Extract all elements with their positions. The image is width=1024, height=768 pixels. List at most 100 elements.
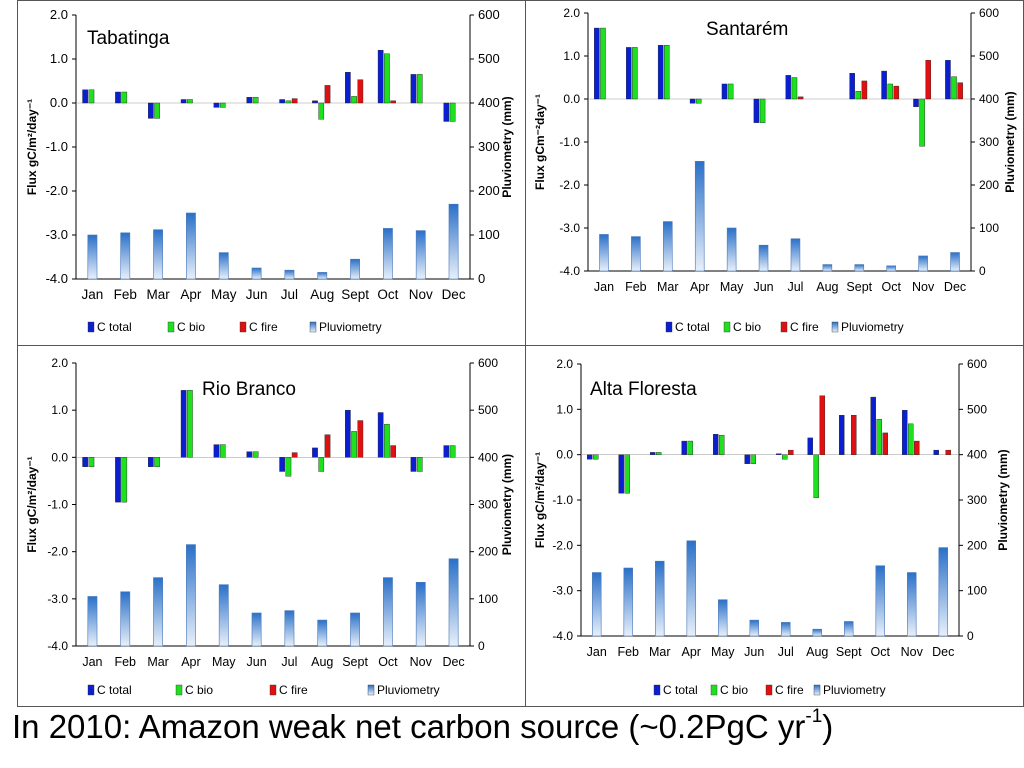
x-tick-label: Nov	[410, 655, 433, 669]
bar-pluviometry	[383, 228, 393, 280]
x-tick-label: Feb	[114, 287, 137, 302]
y2-tick-label: 200	[979, 178, 999, 192]
bar-c-fire	[893, 85, 900, 100]
y-tick-label: 1.0	[51, 403, 68, 417]
x-tick-label: Mar	[146, 287, 170, 302]
bar-c-total	[807, 437, 813, 455]
bar-c-total	[377, 50, 384, 104]
bar-c-bio	[88, 457, 95, 467]
bar-pluviometry	[317, 619, 328, 647]
y-tick-label: -4.0	[559, 264, 580, 278]
chart-svg-tabatinga: 2.0 1.0 0.0 -1.0 -2.0 -3.0 -4.0 600 500 400 300 200…	[25, 7, 514, 334]
bar-c-fire	[914, 440, 920, 455]
y2-tick-label: 200	[478, 183, 500, 198]
bar-c-total	[410, 457, 417, 472]
y-tick-label: -2.0	[559, 178, 580, 192]
x-tick-label: Sept	[342, 655, 368, 669]
y2-tick-label: 500	[478, 403, 498, 417]
bar-pluviometry	[822, 264, 833, 272]
legend-label: C fire	[790, 320, 819, 334]
x-tick-label: Jun	[744, 645, 764, 659]
bar-c-total	[744, 454, 750, 464]
y-tick-label: -3.0	[559, 221, 580, 235]
footer-superscript: -1	[805, 706, 823, 727]
x-tick-label: May	[211, 287, 237, 302]
bar-c-bio	[416, 457, 423, 472]
bar-c-total	[586, 454, 593, 460]
bar-c-bio	[876, 419, 882, 455]
bar-pluviometry	[918, 255, 928, 272]
bar-c-fire	[957, 82, 963, 100]
bar-c-bio	[600, 27, 606, 100]
bar-pluviometry	[781, 622, 791, 637]
bar-c-total	[410, 74, 417, 104]
y-tick-label: -1.0	[46, 139, 68, 154]
bar-c-total	[901, 410, 908, 455]
bar-c-total	[377, 412, 384, 458]
bar-c-bio	[664, 45, 670, 100]
bar-c-bio	[121, 91, 128, 104]
legend-label: C total	[97, 683, 132, 697]
bar-c-bio	[791, 77, 798, 100]
bar-c-bio	[449, 102, 456, 122]
bar-c-bio	[154, 457, 160, 467]
bar-c-bio	[219, 444, 226, 458]
bar-pluviometry	[631, 236, 641, 272]
bar-pluviometry	[317, 272, 328, 280]
bar-c-bio	[285, 457, 292, 477]
bar-pluviometry	[284, 610, 295, 647]
bar-c-fire	[357, 420, 364, 458]
x-tick-label: Jan	[594, 280, 614, 294]
x-tick-label: Dec	[944, 280, 966, 294]
bar-c-total	[213, 102, 220, 108]
bar-pluviometry	[153, 577, 163, 647]
legend-swatch-c-total	[653, 684, 661, 696]
y2-tick-label: 300	[979, 135, 999, 149]
y-tick-label: 2.0	[556, 357, 573, 371]
bar-c-total	[246, 97, 253, 104]
y-tick-label: -2.0	[552, 538, 573, 552]
x-tick-label: Dec	[442, 287, 466, 302]
bar-c-total	[681, 440, 687, 455]
bar-c-fire	[390, 100, 396, 104]
bar-c-total	[345, 71, 351, 104]
bar-pluviometry	[350, 258, 360, 280]
x-tick-label: Sept	[836, 645, 862, 659]
bar-c-total	[115, 91, 121, 104]
bar-c-bio	[416, 74, 423, 104]
bar-c-bio	[351, 431, 357, 458]
bar-pluviometry	[686, 540, 696, 637]
bar-c-total	[594, 27, 600, 100]
bar-c-bio	[318, 102, 325, 120]
chart-svg-rio-branco: 2.0 1.0 0.0 -1.0 -2.0 -3.0 -4.0 600 500 400 300 200…	[25, 356, 514, 697]
x-tick-label: Jan	[82, 655, 102, 669]
legend-swatch-c-bio	[167, 321, 175, 333]
y-tick-label: 1.0	[556, 402, 573, 416]
bar-c-total	[443, 102, 450, 122]
x-tick-label: Mar	[649, 645, 671, 659]
bar-c-bio	[187, 390, 193, 458]
bar-pluviometry	[448, 203, 459, 280]
y-tick-label: 0.0	[50, 95, 68, 110]
bar-c-total	[82, 457, 88, 467]
bar-c-total	[712, 434, 719, 455]
footer-caption: In 2010: Amazon weak net carbon source (…	[12, 706, 833, 746]
x-tick-label: Feb	[114, 655, 136, 669]
x-tick-label: Aug	[816, 280, 838, 294]
bar-pluviometry	[854, 264, 865, 272]
y-tick-label: 0.0	[563, 92, 580, 106]
bar-c-fire	[324, 434, 331, 458]
y2-tick-label: 600	[478, 356, 498, 370]
y-tick-label: -3.0	[47, 592, 68, 606]
bar-c-total	[913, 98, 919, 107]
legend-label: Pluviometry	[377, 683, 440, 697]
x-tick-label: Nov	[409, 287, 433, 302]
bar-pluviometry	[938, 547, 948, 637]
bar-pluviometry	[284, 269, 295, 280]
bar-c-total	[618, 454, 624, 494]
y-tick-label: -4.0	[552, 629, 573, 643]
chart-title-alta-floresta: Alta Floresta	[586, 379, 701, 401]
bar-c-fire	[357, 79, 364, 104]
bar-c-total	[115, 457, 121, 503]
bar-pluviometry	[718, 599, 728, 637]
